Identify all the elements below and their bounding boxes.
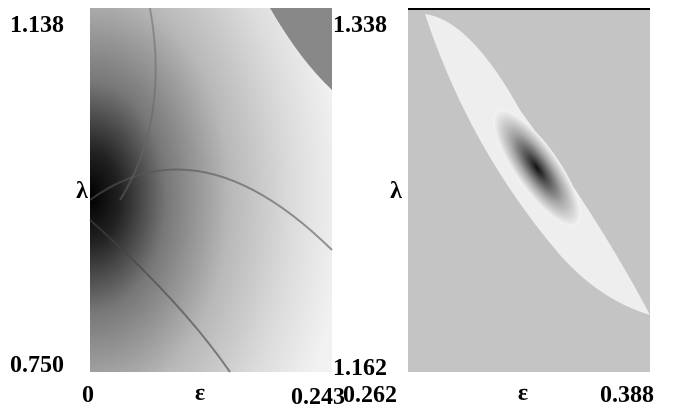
core xyxy=(492,109,582,227)
y-bottom-label: 1.162 xyxy=(333,355,387,381)
y-axis-label: λ xyxy=(76,178,88,204)
panel-right xyxy=(408,8,650,372)
x-axis-label: ε xyxy=(195,380,205,406)
panel-left xyxy=(89,7,333,373)
y-axis-label: λ xyxy=(390,178,402,204)
x-left-label: 0.262 xyxy=(343,382,397,408)
ridge xyxy=(89,219,231,373)
region xyxy=(270,8,332,90)
y-top-label: 1.138 xyxy=(10,12,64,38)
x-axis-label: ε xyxy=(518,380,528,406)
ridge xyxy=(89,168,333,251)
x-right-label: 0.243 xyxy=(291,384,345,410)
y-bottom-label: 0.750 xyxy=(10,352,64,378)
ridge xyxy=(119,7,157,201)
y-top-label: 1.338 xyxy=(333,12,387,38)
map-image xyxy=(90,8,332,372)
x-right-label: 0.388 xyxy=(600,382,654,408)
x-left-label: 0 xyxy=(82,382,94,408)
